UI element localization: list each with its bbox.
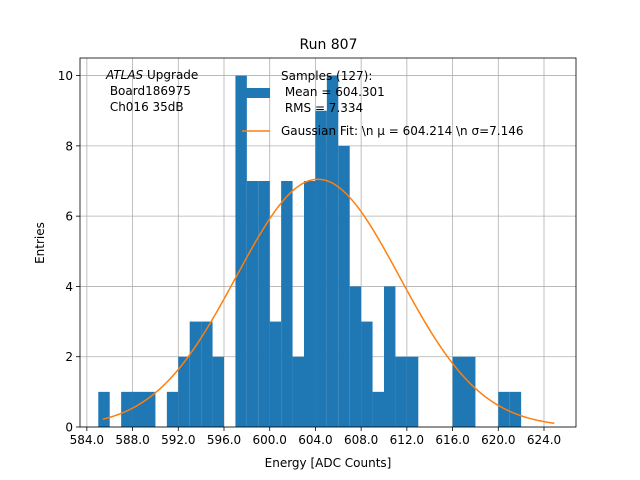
legend-fit-label: Gaussian Fit: \n μ = 604.214 \n σ=7.146 — [281, 124, 524, 138]
x-tick-label: 588.0 — [115, 433, 149, 447]
y-tick-label: 6 — [65, 210, 73, 224]
x-tick-label: 612.0 — [390, 433, 424, 447]
histogram-bar — [166, 391, 179, 427]
x-axis: 584.0 588.0 592.0 596.0 600.0 604.0 608.0 612.0… — [70, 427, 561, 447]
x-axis-label: Energy [ADC Counts] — [265, 456, 392, 470]
histogram-bar — [144, 391, 156, 427]
y-axis: 0 2 4 6 8 10 — [58, 69, 80, 435]
annotation-board: Board186975 — [106, 84, 191, 98]
histogram-bar — [132, 391, 144, 427]
histogram-bar — [384, 286, 396, 427]
legend: Samples (127): Mean = 604.301 RMS = 7.33… — [242, 69, 524, 138]
y-tick-label: 2 — [65, 350, 73, 364]
x-tick-label: 616.0 — [435, 433, 469, 447]
y-tick-label: 4 — [65, 280, 73, 294]
svg-text:ATLAS Upgrade: ATLAS Upgrade — [105, 68, 198, 82]
histogram-bar — [121, 391, 133, 427]
atlas-annotation: ATLAS Upgrade Board186975 Ch016 35dB — [105, 68, 198, 114]
y-axis-label: Entries — [33, 222, 47, 264]
x-tick-label: 584.0 — [70, 433, 104, 447]
histogram-bar — [189, 321, 202, 427]
atlas-italic-label: ATLAS — [105, 68, 144, 82]
histogram-bar — [178, 356, 190, 427]
histogram-bar — [395, 356, 407, 427]
x-tick-label: 608.0 — [344, 433, 378, 447]
plot-frame — [79, 57, 577, 428]
histogram-bar — [326, 75, 339, 428]
x-tick-label: 624.0 — [527, 433, 561, 447]
annotation-channel: Ch016 35dB — [106, 100, 184, 114]
histogram-bar — [98, 391, 110, 427]
histogram-bar — [372, 391, 384, 427]
histogram-bar — [509, 391, 522, 427]
x-tick-label: 596.0 — [207, 433, 241, 447]
legend-hist-swatch — [242, 88, 270, 98]
x-tick-label: 600.0 — [253, 433, 287, 447]
gaussian-fit-curve — [102, 178, 555, 424]
legend-hist-line2: Mean = 604.301 — [281, 85, 385, 99]
histogram-bar — [349, 286, 362, 427]
legend-hist-line1: Samples (127): — [281, 69, 372, 83]
histogram-bar — [304, 181, 316, 427]
histogram-bar — [315, 110, 327, 427]
histogram-bar — [361, 321, 373, 427]
histogram-bar — [212, 356, 224, 427]
histogram-bar — [292, 356, 304, 427]
x-tick-label: 592.0 — [161, 433, 195, 447]
y-tick-label: 0 — [65, 421, 73, 435]
annotation-upgrade: Upgrade — [143, 68, 198, 82]
histogram-bar — [235, 75, 247, 428]
x-tick-label: 620.0 — [481, 433, 515, 447]
histogram-bar — [281, 181, 293, 427]
histogram-bars — [98, 75, 522, 428]
y-tick-label: 10 — [58, 69, 73, 83]
histogram-bar — [258, 181, 270, 427]
histogram-bar — [406, 356, 419, 427]
chart-title: Run 807 — [299, 37, 357, 53]
histogram-bar — [338, 145, 350, 427]
histogram-bar — [246, 181, 259, 427]
histogram-bar — [201, 321, 213, 427]
y-tick-label: 8 — [65, 139, 73, 153]
histogram-bar — [464, 356, 476, 427]
histogram-bar — [269, 321, 282, 427]
legend-hist-line3: RMS = 7.334 — [281, 101, 363, 115]
x-tick-label: 604.0 — [298, 433, 332, 447]
histogram-bar — [452, 356, 464, 427]
histogram-bar — [498, 391, 510, 427]
